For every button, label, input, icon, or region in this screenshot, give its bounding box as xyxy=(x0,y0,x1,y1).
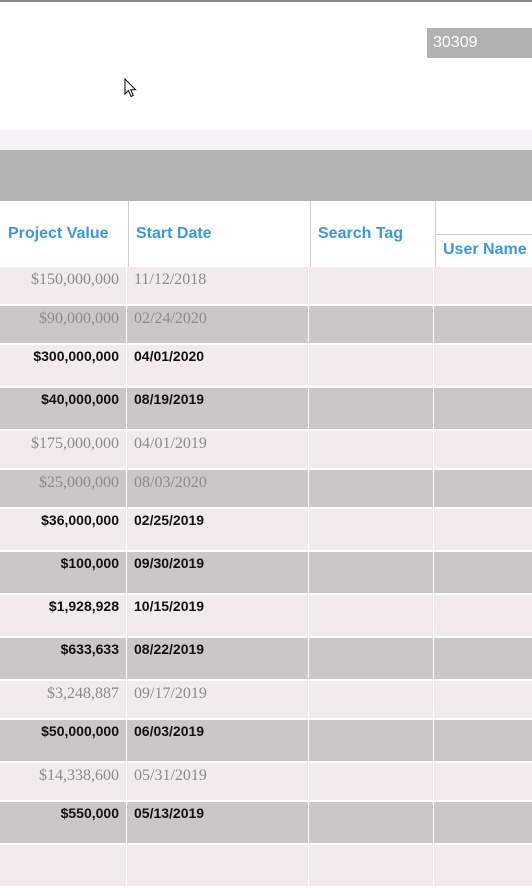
project-value-cell: $3,248,887 xyxy=(0,681,127,718)
column-header-user-name[interactable]: User Name xyxy=(436,201,532,267)
user-name-cell xyxy=(434,638,532,679)
column-header-label: Project Value xyxy=(8,225,109,242)
start-date-cell: 11/12/2018 xyxy=(127,267,309,304)
search-tag-cell xyxy=(309,638,434,679)
project-value-cell: $36,000,000 xyxy=(0,509,127,550)
user-name-cell xyxy=(434,845,532,886)
start-date-cell: 02/24/2020 xyxy=(127,306,309,343)
start-date-cell: 08/03/2020 xyxy=(127,470,309,507)
table-row[interactable]: $50,000,000 06/03/2019 xyxy=(0,720,532,763)
project-value-cell: $550,000 xyxy=(0,802,127,843)
user-name-cell xyxy=(434,720,532,761)
project-value-cell: $50,000,000 xyxy=(0,720,127,761)
user-name-cell xyxy=(434,552,532,593)
project-value-cell: $300,000,000 xyxy=(0,345,127,386)
user-name-cell xyxy=(434,802,532,843)
column-header-label: Search Tag xyxy=(318,225,404,242)
start-date-cell: 09/17/2019 xyxy=(127,681,309,718)
table-row[interactable]: $1,928,928 10/15/2019 xyxy=(0,595,532,638)
user-name-cell xyxy=(434,595,532,636)
top-border xyxy=(0,0,532,2)
table-row[interactable]: $550,000 05/13/2019 xyxy=(0,802,532,845)
table-row[interactable] xyxy=(0,845,532,888)
zip-code-field[interactable]: 30309 xyxy=(427,28,532,58)
mouse-cursor-icon xyxy=(124,78,137,98)
search-tag-cell xyxy=(309,470,434,507)
table-row[interactable]: $40,000,000 08/19/2019 xyxy=(0,388,532,431)
search-tag-cell xyxy=(309,595,434,636)
search-tag-cell xyxy=(309,431,434,468)
start-date-cell: 08/22/2019 xyxy=(127,638,309,679)
table-header: Project Value Start Date Search Tag User… xyxy=(0,201,532,268)
search-tag-cell xyxy=(309,267,434,304)
search-tag-cell xyxy=(309,681,434,718)
start-date-cell: 04/01/2020 xyxy=(127,345,309,386)
project-value-cell: $175,000,000 xyxy=(0,431,127,468)
spacer-band xyxy=(0,130,532,150)
table-row[interactable]: $90,000,000 02/24/2020 xyxy=(0,306,532,345)
project-value-cell: $25,000,000 xyxy=(0,470,127,507)
user-name-cell xyxy=(434,431,532,468)
start-date-cell xyxy=(127,845,309,886)
table-row[interactable]: $150,000,000 11/12/2018 xyxy=(0,267,532,306)
project-value-cell: $40,000,000 xyxy=(0,388,127,429)
project-value-cell xyxy=(0,845,127,886)
start-date-cell: 09/30/2019 xyxy=(127,552,309,593)
user-name-cell xyxy=(434,681,532,718)
table-row[interactable]: $175,000,000 04/01/2019 xyxy=(0,431,532,470)
project-value-cell: $90,000,000 xyxy=(0,306,127,343)
table-row[interactable]: $100,000 09/30/2019 xyxy=(0,552,532,595)
user-name-cell xyxy=(434,388,532,429)
project-value-cell: $150,000,000 xyxy=(0,267,127,304)
column-header-label: Start Date xyxy=(136,225,212,242)
start-date-cell: 08/19/2019 xyxy=(127,388,309,429)
column-header-start-date[interactable]: Start Date xyxy=(129,201,311,267)
column-header-project-value[interactable]: Project Value xyxy=(0,201,129,267)
search-tag-cell xyxy=(309,802,434,843)
start-date-cell: 05/13/2019 xyxy=(127,802,309,843)
start-date-cell: 10/15/2019 xyxy=(127,595,309,636)
user-name-cell xyxy=(434,509,532,550)
table-row[interactable]: $36,000,000 02/25/2019 xyxy=(0,509,532,552)
search-tag-cell xyxy=(309,509,434,550)
project-value-cell: $633,633 xyxy=(0,638,127,679)
column-header-search-tag[interactable]: Search Tag xyxy=(311,201,436,267)
start-date-cell: 06/03/2019 xyxy=(127,720,309,761)
search-tag-cell xyxy=(309,388,434,429)
user-name-cell xyxy=(434,306,532,343)
search-tag-cell xyxy=(309,306,434,343)
user-name-cell xyxy=(434,470,532,507)
start-date-cell: 04/01/2019 xyxy=(127,431,309,468)
column-header-label: User Name xyxy=(443,241,527,258)
table-row[interactable]: $633,633 08/22/2019 xyxy=(0,638,532,681)
table-row[interactable]: $14,338,600 05/31/2019 xyxy=(0,763,532,802)
header-divider xyxy=(436,234,532,235)
toolbar-bar xyxy=(0,150,532,201)
search-tag-cell xyxy=(309,845,434,886)
user-name-cell xyxy=(434,345,532,386)
start-date-cell: 05/31/2019 xyxy=(127,763,309,800)
table-row[interactable]: $300,000,000 04/01/2020 xyxy=(0,345,532,388)
search-tag-cell xyxy=(309,552,434,593)
project-value-cell: $1,928,928 xyxy=(0,595,127,636)
table-body: $150,000,000 11/12/2018 $90,000,000 02/24/2… xyxy=(0,267,532,888)
start-date-cell: 02/25/2019 xyxy=(127,509,309,550)
project-value-cell: $14,338,600 xyxy=(0,763,127,800)
search-tag-cell xyxy=(309,345,434,386)
project-value-cell: $100,000 xyxy=(0,552,127,593)
user-name-cell xyxy=(434,267,532,304)
user-name-cell xyxy=(434,763,532,800)
table-row[interactable]: $25,000,000 08/03/2020 xyxy=(0,470,532,509)
table-row[interactable]: $3,248,887 09/17/2019 xyxy=(0,681,532,720)
search-tag-cell xyxy=(309,720,434,761)
search-tag-cell xyxy=(309,763,434,800)
